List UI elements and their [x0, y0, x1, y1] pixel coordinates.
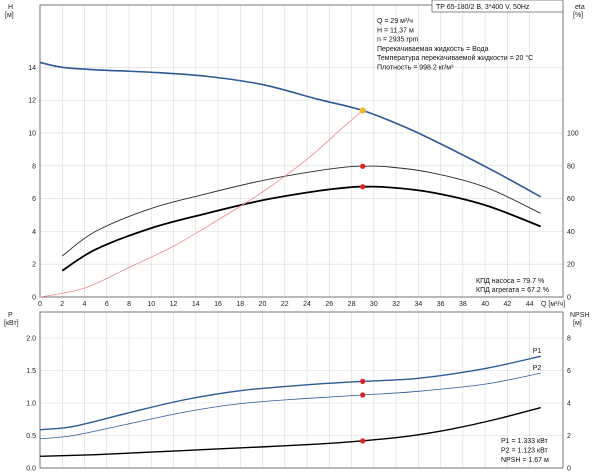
info-line: n = 2935 rpm — [377, 37, 419, 44]
bottom-right-axis-unit: [м] — [573, 320, 582, 327]
x-tick-label: 30 — [370, 301, 378, 308]
top-left-axis-unit: [м] — [5, 12, 14, 19]
duty-point-marker — [360, 378, 366, 384]
top-right-axis-unit: [%] — [573, 12, 583, 19]
x-tick-label: 28 — [348, 301, 356, 308]
right-tick-label: 60 — [567, 196, 575, 203]
bottom-right-axis-name: NPSH — [570, 312, 589, 319]
left-tick-label: 2 — [32, 262, 36, 269]
series-line — [61, 185, 542, 272]
left-tick-label: 1.5 — [26, 368, 36, 375]
series-line — [39, 110, 363, 298]
info-line: H = 11.37 м — [377, 27, 414, 34]
right-tick-label: 0 — [567, 466, 571, 473]
duty-point-marker — [360, 184, 366, 190]
series-label: P2 — [533, 365, 542, 372]
x-tick-label: 12 — [170, 301, 178, 308]
info-line: Плотность = 998.2 кг/м³ — [377, 65, 454, 72]
right-tick-label: 4 — [567, 401, 571, 408]
bottom-left-axis-name: P — [8, 312, 13, 319]
right-tick-label: 6 — [567, 368, 571, 375]
x-tick-label: 6 — [105, 301, 109, 308]
x-tick-label: 38 — [459, 301, 467, 308]
right-tick-label: 100 — [567, 130, 579, 137]
left-tick-label: 6 — [32, 196, 36, 203]
series-line — [39, 372, 541, 440]
left-tick-label: 8 — [32, 163, 36, 170]
info-line: Перекачиваемая жидкость = Вода — [377, 46, 489, 53]
top-right-axis-name: eta — [575, 4, 585, 11]
duty-point-marker — [359, 107, 366, 114]
operating-point-info: P2 = 1.123 кВт — [501, 448, 549, 455]
right-tick-label: 0 — [567, 295, 571, 302]
series-line — [61, 165, 541, 257]
duty-point-marker — [360, 392, 366, 398]
left-tick-label: 2.0 — [26, 336, 36, 343]
x-tick-label: 18 — [236, 301, 244, 308]
right-tick-label: 20 — [567, 262, 575, 269]
x-tick-label: 36 — [437, 301, 445, 308]
series-line — [39, 355, 541, 431]
x-tick-label: 22 — [281, 301, 289, 308]
top-left-axis-name: H — [8, 4, 13, 11]
right-tick-label: 8 — [567, 336, 571, 343]
efficiency-info: КПД агрегата = 67.2 % — [476, 287, 549, 294]
x-tick-label: 40 — [481, 301, 489, 308]
x-tick-label: 8 — [127, 301, 131, 308]
x-axis-label: Q [м³/ч] — [541, 301, 565, 308]
x-tick-label: 20 — [259, 301, 267, 308]
left-tick-label: 10 — [28, 130, 36, 137]
right-tick-label: 2 — [567, 433, 571, 440]
x-tick-label: 34 — [414, 301, 422, 308]
bottom-left-axis-unit: [кВт] — [4, 320, 19, 327]
duty-point-marker — [360, 163, 366, 169]
x-tick-label: 2 — [60, 301, 64, 308]
plot-frame-top — [39, 4, 564, 298]
left-tick-label: 12 — [28, 98, 36, 105]
x-tick-label: 10 — [147, 301, 155, 308]
x-tick-label: 32 — [392, 301, 400, 308]
right-tick-label: 80 — [567, 163, 575, 170]
series-line — [39, 406, 541, 457]
duty-point-marker — [360, 438, 366, 444]
left-tick-label: 0.0 — [26, 466, 36, 473]
series-label: P1 — [533, 348, 542, 355]
operating-point-info: P1 = 1.333 кВт — [501, 438, 549, 445]
efficiency-info: КПД насоса = 79.7 % — [476, 278, 544, 285]
info-line: Q = 29 м³/ч — [377, 18, 413, 25]
plot-frame-bottom — [39, 311, 564, 469]
x-tick-label: 24 — [303, 301, 311, 308]
info-line: Температура перекачиваемой жидкости = 20… — [377, 54, 533, 62]
left-tick-label: 14 — [28, 65, 36, 72]
series-line — [39, 61, 542, 198]
left-tick-label: 0 — [32, 295, 36, 302]
x-tick-label: 16 — [214, 301, 222, 308]
x-tick-label: 14 — [192, 301, 200, 308]
x-tick-label: 26 — [325, 301, 333, 308]
title-box — [431, 0, 564, 13]
left-tick-label: 1.0 — [26, 401, 36, 408]
right-tick-label: 40 — [567, 229, 575, 236]
x-tick-label: 4 — [83, 301, 87, 308]
chart-title: TP 65-180/2 B, 3*400 V, 50Hz — [436, 4, 530, 11]
x-tick-label: 44 — [526, 301, 534, 308]
x-tick-label: 42 — [503, 301, 511, 308]
left-tick-label: 4 — [32, 229, 36, 236]
x-tick-label: 0 — [38, 301, 42, 308]
left-tick-label: 0.5 — [26, 433, 36, 440]
operating-point-info: NPSH = 1.67 м — [501, 457, 549, 464]
